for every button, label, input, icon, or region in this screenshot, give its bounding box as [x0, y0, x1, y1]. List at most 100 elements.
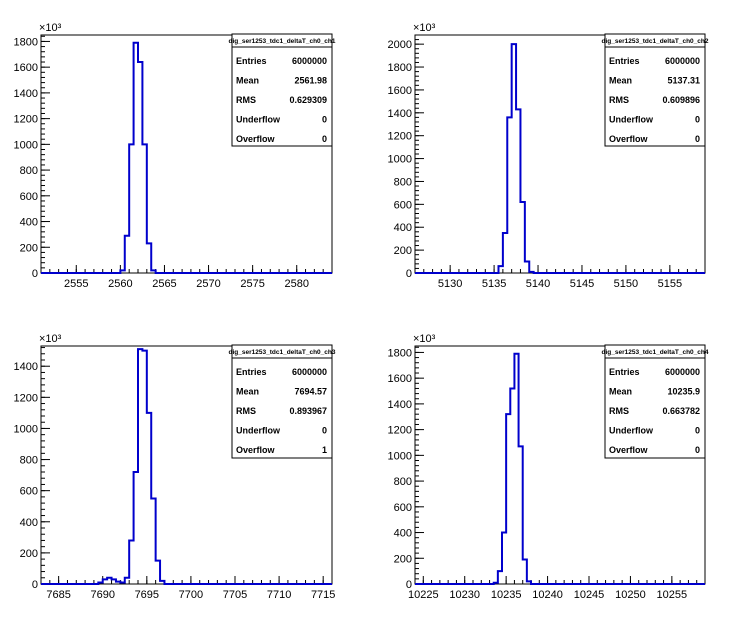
histogram-bin	[156, 561, 160, 584]
y-tick-label: 1000	[14, 139, 38, 151]
stat-label: Entries	[236, 367, 267, 377]
x-tick-label: 10255	[657, 589, 688, 601]
y-tick-label: 1200	[14, 392, 38, 404]
histogram-bin	[151, 498, 155, 584]
histogram-bin	[498, 266, 502, 273]
y-tick-label: 1400	[14, 361, 38, 373]
histogram-bin	[516, 109, 520, 273]
histogram-bin	[502, 533, 506, 584]
y-tick-label: 1200	[14, 114, 38, 126]
histogram-bin	[116, 582, 120, 584]
histogram-bin	[120, 270, 124, 273]
histogram-panel-3: 7685 7690 7695 7700 7705 7710 7715 0 200 400 600 80…	[14, 333, 336, 601]
histogram-bin	[142, 144, 146, 273]
stat-label: Mean	[609, 76, 632, 86]
y-tick-label: 200	[20, 242, 38, 254]
stats-box-title: dig_ser1253_tdc1_deltaT_ch0_ch1	[229, 38, 336, 45]
histogram-bin	[507, 117, 511, 273]
y-tick-label: 2000	[388, 39, 412, 51]
x-tick-label: 2560	[108, 278, 132, 290]
stat-label: Overflow	[236, 134, 276, 144]
histogram-panel-2: 5130 5135 5140 5145 5150 5155 0 200 400 600 800 100…	[388, 22, 709, 290]
y-tick-label: 1400	[388, 108, 412, 120]
stat-value: 0	[322, 134, 327, 144]
y-tick-label: 600	[394, 502, 412, 514]
x-tick-label: 10230	[449, 589, 480, 601]
stat-value: 6000000	[292, 367, 327, 377]
y-tick-label: 0	[32, 579, 38, 591]
y-tick-label: 1600	[14, 62, 38, 74]
x-tick-label: 7695	[135, 589, 159, 601]
histogram-bin	[125, 578, 129, 584]
histogram-bin	[138, 62, 142, 273]
stats-box-title: dig_ser1253_tdc1_deltaT_ch0_ch4	[602, 349, 709, 356]
stats-box-frame	[604, 33, 706, 147]
y-tick-label: 1200	[388, 425, 412, 437]
stat-label: RMS	[236, 95, 256, 105]
histogram-bin	[529, 272, 533, 273]
y-tick-label: 200	[20, 548, 38, 560]
y-tick-label: 1800	[388, 62, 412, 74]
y-tick-label: 600	[394, 199, 412, 211]
x-tick-label: 2555	[64, 278, 88, 290]
histogram-bin	[125, 236, 129, 273]
y-tick-label: 600	[20, 191, 38, 203]
stat-value: 5137.31	[667, 76, 700, 86]
histogram-bin	[525, 262, 529, 273]
stat-value: 0	[695, 426, 700, 436]
histogram-bin	[112, 579, 116, 584]
stat-label: Entries	[609, 367, 640, 377]
y-tick-label: 0	[406, 579, 412, 591]
histogram-series-line	[415, 43, 705, 274]
stat-value: 0	[322, 426, 327, 436]
histogram-bin	[510, 388, 514, 584]
histogram-series-line	[415, 352, 705, 585]
histogram-bin	[107, 578, 111, 584]
stat-value: 2561.98	[294, 76, 327, 86]
histogram-bin	[138, 349, 142, 584]
histogram-panel-4: 10225 10230 10235 10240 10245 10250 10255 0 200 4…	[388, 333, 709, 601]
stat-value: 0	[322, 115, 327, 125]
histogram-bin	[498, 571, 502, 584]
histogram-bin	[129, 540, 133, 584]
x-tick-label: 7705	[223, 589, 247, 601]
histogram-bin	[147, 413, 151, 584]
stat-value: 0.663782	[662, 406, 700, 416]
stats-box: dig_ser1253_tdc1_deltaT_ch0_ch2 Entries 60…	[602, 33, 709, 147]
y-tick-label: 400	[394, 222, 412, 234]
stat-value: 10235.9	[667, 387, 700, 397]
histogram-bin	[129, 144, 133, 273]
stats-box: dig_ser1253_tdc1_deltaT_ch0_ch4 Entries 60…	[602, 344, 709, 459]
y-exponent-label: ×10³	[413, 333, 436, 345]
stat-label: Entries	[236, 56, 267, 66]
stat-label: Mean	[236, 387, 259, 397]
histogram-bin	[134, 472, 138, 584]
histogram-bin	[147, 243, 151, 273]
stat-label: RMS	[236, 406, 256, 416]
y-exponent-label: ×10³	[39, 333, 62, 345]
x-tick-label: 5140	[526, 278, 550, 290]
histogram-bin	[134, 43, 138, 273]
y-tick-label: 400	[20, 517, 38, 529]
stat-label: Underflow	[236, 426, 281, 436]
y-exponent-label: ×10³	[413, 22, 436, 34]
y-tick-label: 1800	[14, 36, 38, 48]
x-tick-label: 2565	[152, 278, 176, 290]
stat-value: 0	[695, 134, 700, 144]
stat-value: 7694.57	[294, 387, 327, 397]
x-tick-label: 2580	[284, 278, 308, 290]
x-tick-label: 10250	[615, 589, 646, 601]
histogram-bin	[142, 351, 146, 584]
stat-value: 1	[322, 445, 327, 455]
y-tick-label: 1000	[14, 423, 38, 435]
y-tick-label: 1800	[388, 347, 412, 359]
histogram-bin	[523, 560, 527, 584]
histogram-series-line	[41, 348, 332, 585]
stats-box-frame	[604, 344, 706, 459]
y-tick-label: 800	[20, 165, 38, 177]
stats-box-title: dig_ser1253_tdc1_deltaT_ch0_ch2	[602, 38, 709, 45]
histogram-bin	[519, 446, 523, 584]
x-tick-label: 7715	[311, 589, 335, 601]
x-tick-label: 5145	[570, 278, 594, 290]
y-tick-label: 1400	[14, 88, 38, 100]
